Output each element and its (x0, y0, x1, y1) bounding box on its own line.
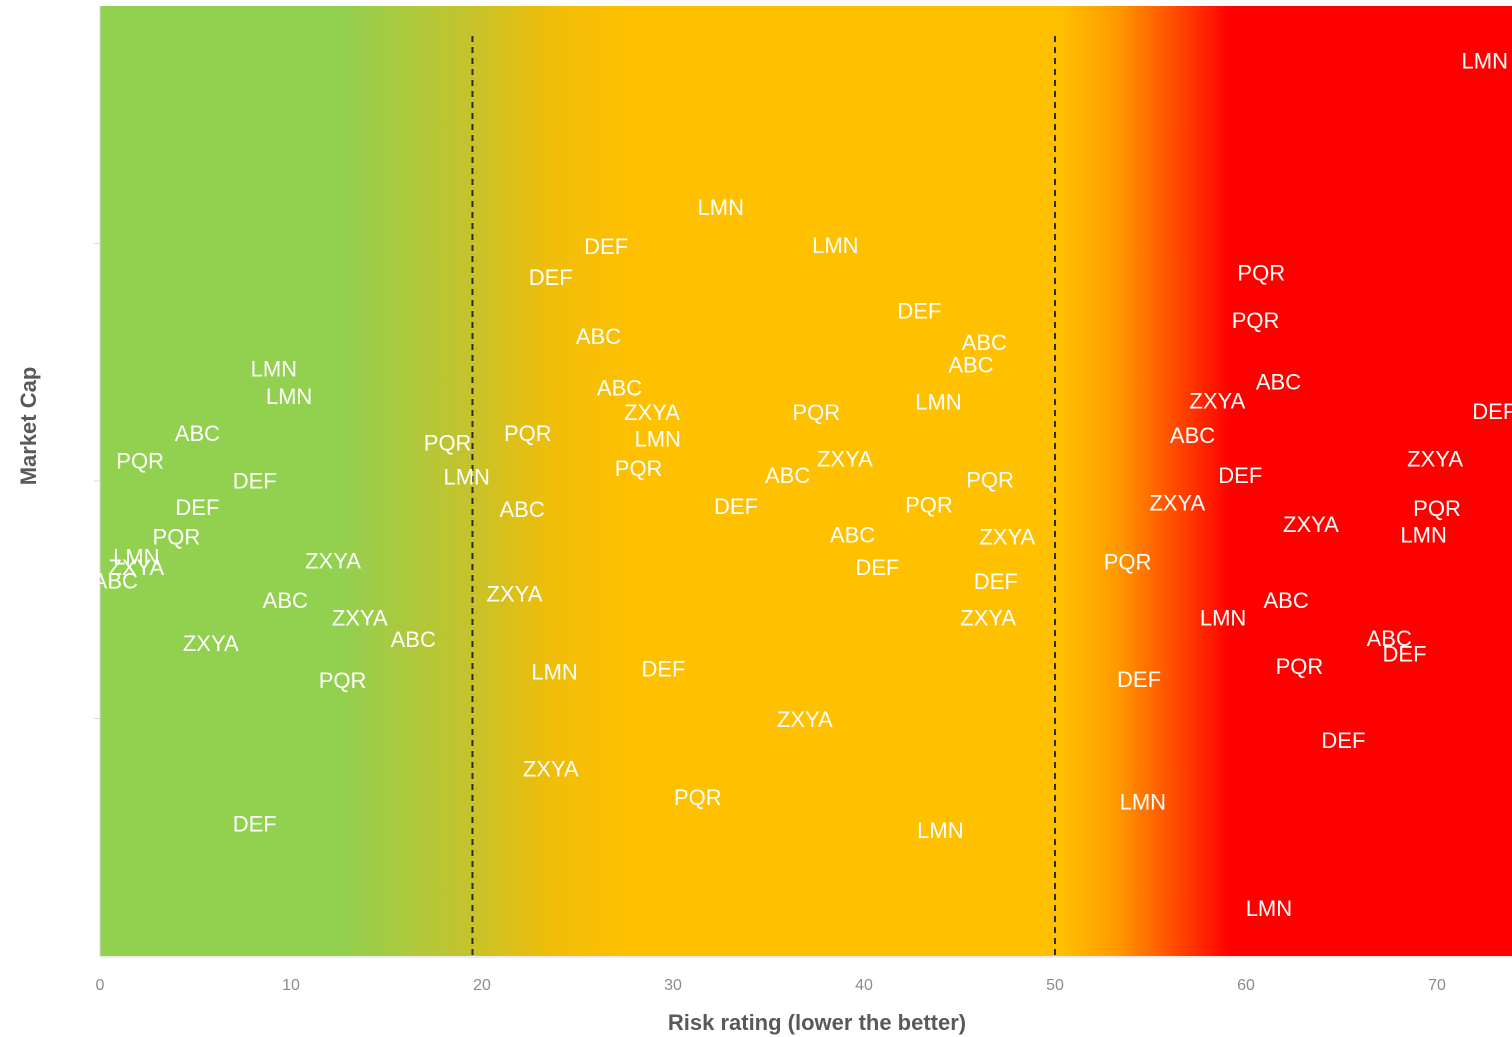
data-point-label: DEF (1383, 641, 1427, 666)
data-point-label: ZXYA (1283, 512, 1339, 537)
data-point-label: ABC (263, 588, 308, 613)
x-axis-tick-labels: 0 10 20 30 40 50 60 70 (96, 977, 1446, 994)
data-point-label: LMN (634, 427, 680, 452)
x-tick-label: 70 (1428, 977, 1446, 994)
data-point-label: DEF (897, 298, 941, 323)
data-point-label: ABC (1170, 423, 1215, 448)
data-point-label: ZXYA (332, 605, 388, 630)
data-point-label: PQR (1276, 654, 1324, 679)
data-point-label: LMN (1120, 790, 1166, 815)
data-point-label: LMN (251, 356, 297, 381)
data-point-label: ABC (1263, 588, 1308, 613)
data-point-label: LMN (1200, 605, 1246, 630)
data-point-label: PQR (153, 525, 201, 550)
data-point-label: DEF (1472, 399, 1512, 424)
data-point-label: ZXYA (487, 582, 543, 607)
data-point-label: ABC (1367, 626, 1412, 651)
data-point-label: PQR (1232, 308, 1280, 333)
data-point-label: PQR (116, 449, 164, 474)
data-point-label: DEF (714, 494, 758, 519)
data-point-label: ABC (175, 421, 220, 446)
data-point-label: ABC (765, 463, 810, 488)
data-point-label: PQR (966, 468, 1014, 493)
data-point-label: LMN (531, 659, 577, 684)
data-point-label: ABC (93, 568, 138, 593)
data-point-label: LMN (917, 818, 963, 843)
data-point-label: ZXYA (777, 707, 833, 732)
data-point-label: ABC (391, 627, 436, 652)
data-point-label: ZXYA (523, 756, 579, 781)
data-point-label: ZXYA (183, 631, 239, 656)
data-point-label: ZXYA (1149, 490, 1205, 515)
data-point-label: ZXYA (108, 555, 164, 580)
data-point-label: PQR (905, 492, 953, 517)
data-point-label: ABC (1256, 370, 1301, 395)
data-point-label: PQR (1413, 496, 1461, 521)
x-tick-label: 30 (664, 977, 682, 994)
x-axis-title: Risk rating (lower the better) (668, 1010, 966, 1035)
data-point-label: ZXYA (960, 605, 1016, 630)
data-point-label: PQR (504, 421, 552, 446)
data-point-label: LMN (1462, 49, 1508, 74)
x-tick-label: 50 (1046, 977, 1064, 994)
data-point-label: LMN (1400, 523, 1446, 548)
data-point-label: LMN (698, 195, 744, 220)
data-point-label: PQR (424, 431, 472, 456)
data-point-label: LMN (113, 545, 159, 570)
data-point-label: LMN (915, 390, 961, 415)
data-point-label: LMN (812, 233, 858, 258)
data-point-label: DEF (855, 555, 899, 580)
plot-area-background (100, 6, 1512, 956)
y-axis-title: Market Cap (16, 367, 41, 486)
data-point-label: ZXYA (1407, 447, 1463, 472)
data-point-label: PQR (792, 400, 840, 425)
data-point-label: DEF (233, 811, 277, 836)
data-point-label: ZXYA (979, 525, 1035, 550)
data-point-label: ZXYA (624, 400, 680, 425)
data-point-label: ZXYA (305, 548, 361, 573)
x-tick-label: 0 (96, 977, 105, 994)
x-tick-label: 40 (855, 977, 873, 994)
data-point-label: PQR (1104, 549, 1152, 574)
data-point-label: ABC (576, 324, 621, 349)
data-point-label: DEF (641, 657, 685, 682)
data-point-label: ABC (962, 330, 1007, 355)
data-point-label: DEF (233, 469, 277, 494)
data-point-label: ABC (948, 353, 993, 378)
data-point-label: ABC (597, 375, 642, 400)
data-point-label: ABC (830, 523, 875, 548)
data-point-label: DEF (1218, 463, 1262, 488)
x-tick-label: 60 (1237, 977, 1255, 994)
data-point-label: LMN (1246, 896, 1292, 921)
x-tick-label: 10 (282, 977, 300, 994)
x-tick-label: 20 (473, 977, 491, 994)
data-point-label: PQR (319, 668, 367, 693)
data-point-label: LMN (443, 465, 489, 490)
axis-lines (94, 6, 1512, 958)
data-point-label: DEF (584, 234, 628, 259)
data-point-label: DEF (175, 495, 219, 520)
data-point-label: PQR (674, 785, 722, 810)
data-point-label: LMN (266, 384, 312, 409)
data-point-label: DEF (974, 569, 1018, 594)
data-point-label: PQR (615, 456, 663, 481)
data-point-label: PQR (1237, 260, 1285, 285)
data-point-label: DEF (1321, 728, 1365, 753)
data-point-label: ZXYA (817, 447, 873, 472)
data-point-label: DEF (1117, 667, 1161, 692)
data-point-label: DEF (529, 265, 573, 290)
data-point-label: ZXYA (1189, 389, 1245, 414)
data-point-label: ABC (499, 497, 544, 522)
